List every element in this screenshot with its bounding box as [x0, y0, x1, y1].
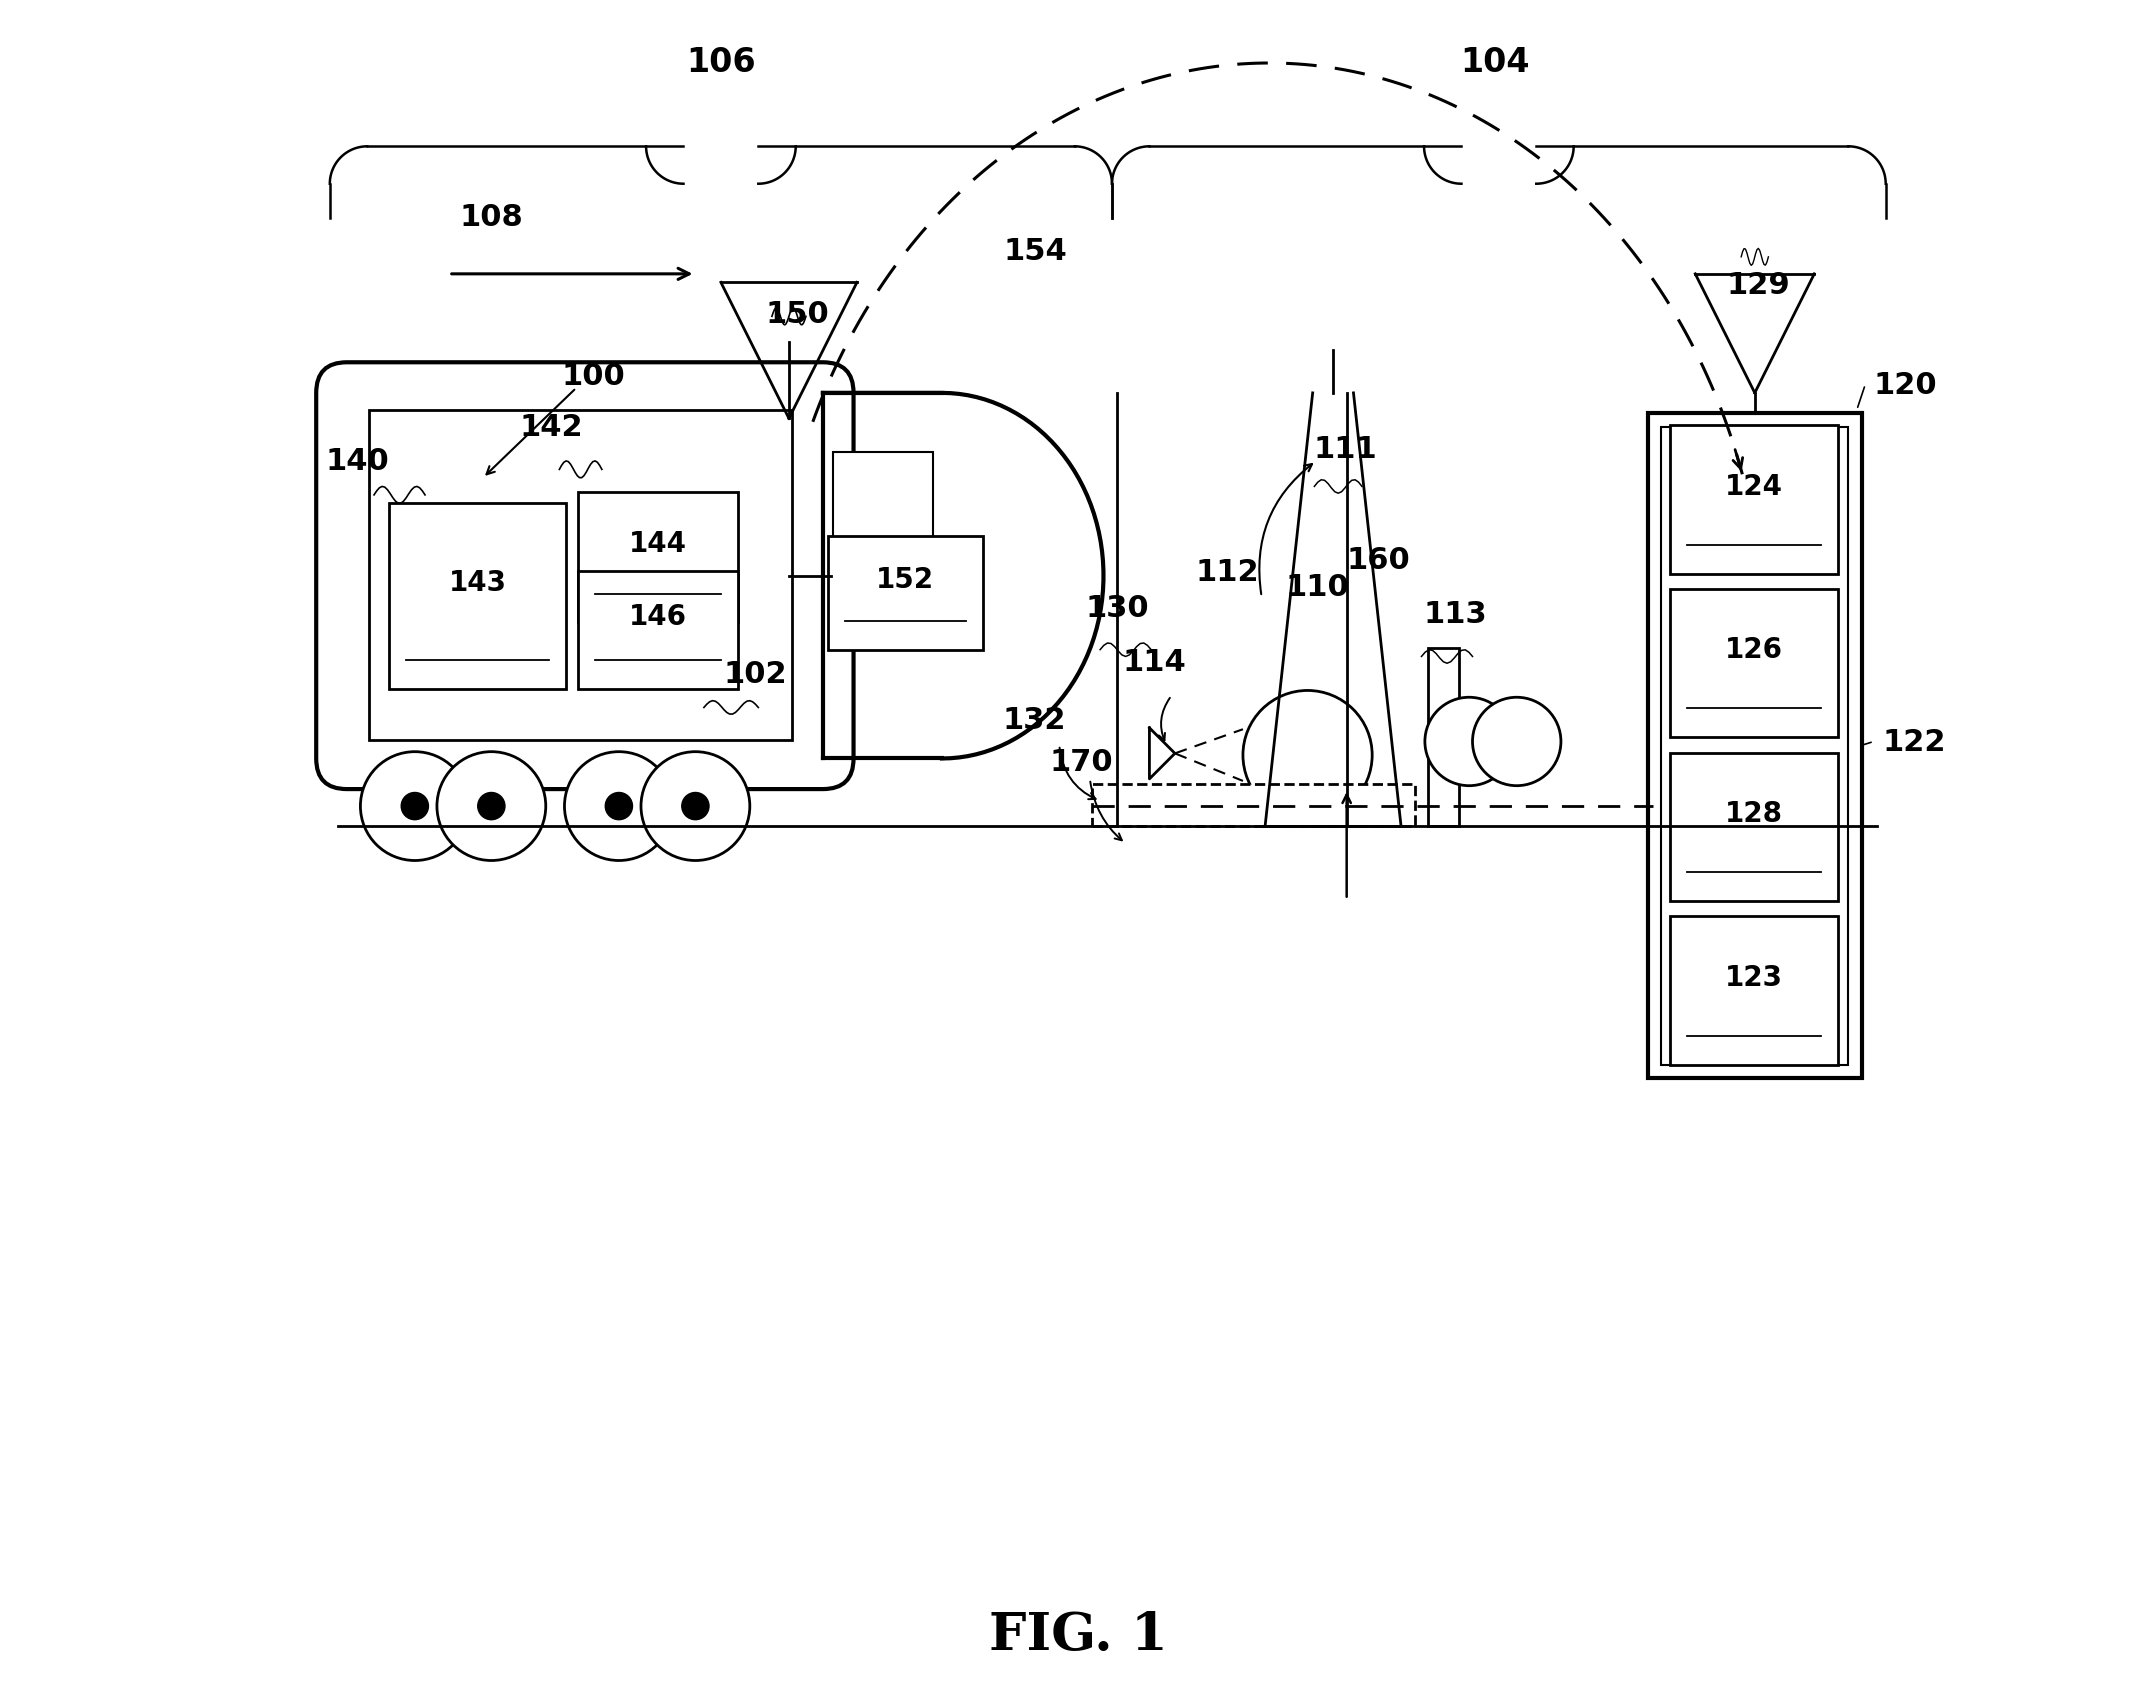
Text: 104: 104	[1460, 46, 1529, 78]
Circle shape	[606, 793, 632, 820]
Bar	[1427, 648, 1460, 827]
Text: 112: 112	[1197, 558, 1259, 587]
FancyBboxPatch shape	[828, 537, 983, 650]
Text: 113: 113	[1423, 600, 1488, 629]
Circle shape	[1244, 691, 1371, 820]
Text: 126: 126	[1725, 636, 1783, 663]
Circle shape	[438, 752, 545, 861]
Text: 110: 110	[1285, 573, 1350, 602]
FancyBboxPatch shape	[578, 573, 737, 689]
Circle shape	[1425, 697, 1514, 786]
FancyBboxPatch shape	[1647, 414, 1863, 1079]
Circle shape	[681, 793, 709, 820]
Text: 122: 122	[1882, 728, 1947, 757]
FancyBboxPatch shape	[1669, 426, 1839, 575]
FancyBboxPatch shape	[1662, 428, 1848, 1066]
Text: 106: 106	[686, 46, 757, 78]
Text: 111: 111	[1313, 435, 1378, 464]
Text: 124: 124	[1725, 472, 1783, 501]
Circle shape	[401, 793, 429, 820]
Circle shape	[1473, 697, 1561, 786]
FancyBboxPatch shape	[578, 493, 737, 622]
Text: 170: 170	[1050, 748, 1112, 777]
Text: 123: 123	[1725, 963, 1783, 991]
Text: 140: 140	[326, 447, 388, 476]
Text: 152: 152	[875, 566, 934, 593]
FancyBboxPatch shape	[317, 363, 854, 789]
Text: 160: 160	[1348, 546, 1410, 575]
Text: 114: 114	[1123, 648, 1186, 677]
Circle shape	[565, 752, 673, 861]
Text: 100: 100	[561, 361, 625, 390]
Text: 129: 129	[1727, 271, 1789, 300]
Text: 120: 120	[1874, 370, 1938, 399]
FancyBboxPatch shape	[369, 411, 791, 740]
Text: 102: 102	[722, 660, 787, 689]
Text: 130: 130	[1084, 593, 1149, 622]
Text: 143: 143	[448, 569, 507, 597]
Circle shape	[479, 793, 505, 820]
Text: 144: 144	[630, 530, 688, 558]
Text: 146: 146	[630, 604, 688, 631]
Circle shape	[640, 752, 750, 861]
Text: 128: 128	[1725, 800, 1783, 827]
Text: 108: 108	[459, 203, 524, 232]
Text: 154: 154	[1003, 237, 1067, 266]
Text: 142: 142	[520, 413, 582, 442]
FancyBboxPatch shape	[1669, 917, 1839, 1066]
FancyBboxPatch shape	[1669, 590, 1839, 738]
FancyBboxPatch shape	[1669, 754, 1839, 902]
Text: 150: 150	[765, 300, 830, 329]
Bar	[1091, 784, 1414, 827]
FancyBboxPatch shape	[390, 505, 567, 689]
FancyBboxPatch shape	[832, 454, 934, 561]
Text: FIG. 1: FIG. 1	[990, 1610, 1166, 1659]
Text: 132: 132	[1003, 706, 1065, 735]
Circle shape	[360, 752, 470, 861]
